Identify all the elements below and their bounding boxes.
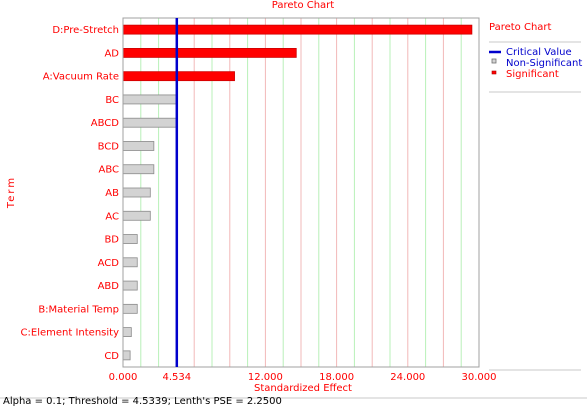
term-label: C:Element Intensity — [21, 328, 120, 339]
term-label: D:Pre-Stretch — [52, 25, 119, 36]
x-tick-label: 4.534 — [162, 372, 191, 383]
bar-a-vacuum-rate — [122, 71, 235, 82]
bar-ad — [122, 48, 297, 58]
plot-frame — [122, 17, 480, 368]
legend-critical-label: Critical Value — [506, 47, 572, 58]
footer-stats: Alpha = 0.1; Threshold = 4.5339; Lenth's… — [3, 396, 282, 407]
bar-ab — [122, 187, 151, 198]
bar-abc — [122, 164, 155, 175]
term-label: BD — [104, 235, 119, 246]
bar-b-material-temp — [122, 303, 138, 314]
term-label: AD — [104, 48, 119, 59]
x-tick-label: 12.000 — [248, 372, 283, 383]
term-label: AC — [105, 211, 119, 222]
x-tick-label: 18.000 — [319, 372, 354, 383]
legend-sig-swatch — [491, 70, 497, 75]
bar-bcd — [122, 141, 155, 151]
bars — [122, 24, 473, 361]
legend-title: Pareto Chart — [489, 22, 552, 33]
term-label: ABD — [98, 281, 120, 292]
bar-cd — [122, 350, 131, 361]
term-label: ACD — [98, 258, 120, 269]
gridlines — [140, 18, 462, 367]
x-axis-label: Standardized Effect — [254, 383, 352, 394]
x-tick-label: 0.000 — [109, 372, 138, 383]
x-tick-labels: 0.000 4.534 12.000 18.000 24.000 30.000 — [109, 372, 497, 383]
bar-abd — [122, 280, 138, 291]
bar-ac — [122, 210, 151, 221]
bar-acd — [122, 257, 138, 268]
term-label: B:Material Temp — [38, 304, 119, 315]
term-label: BCD — [98, 141, 120, 152]
legend-nonsig-label: Non-Significant — [506, 58, 582, 69]
legend: Pareto Chart Critical Value Non-Signific… — [489, 22, 582, 93]
term-label: AB — [105, 188, 119, 199]
bar-abcd — [122, 117, 178, 128]
legend-nonsig-swatch — [491, 58, 497, 64]
legend-sig-label: Significant — [506, 69, 559, 80]
bar-bc — [122, 94, 178, 105]
bar-c-element-intensity — [122, 327, 132, 338]
term-label: ABC — [98, 165, 119, 176]
bar-bd — [122, 234, 138, 244]
term-label: A:Vacuum Rate — [43, 72, 119, 83]
chart-title: Pareto Chart — [272, 0, 335, 11]
bar-d-pre-stretch — [122, 24, 473, 35]
y-axis-label: Term — [6, 176, 17, 209]
term-label: CD — [104, 351, 119, 362]
term-label: BC — [105, 95, 119, 106]
x-tick-label: 30.000 — [462, 372, 497, 383]
x-tick-label: 24.000 — [390, 372, 425, 383]
term-label: ABCD — [91, 118, 120, 129]
